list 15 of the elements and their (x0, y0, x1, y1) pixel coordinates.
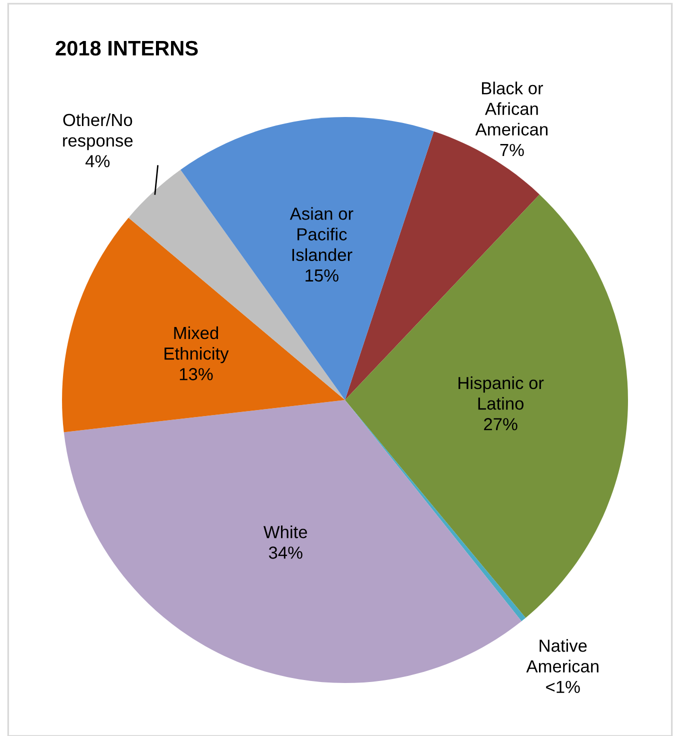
data-label: 4% (85, 155, 110, 168)
data-label: 34% (268, 546, 302, 559)
chart-title: 2018 INTERNS (56, 40, 198, 56)
slice-label: Black or African American (475, 82, 548, 136)
slice-label: Hispanic or Latino (458, 376, 544, 410)
data-label: 13% (180, 368, 213, 380)
slice-label: Native American (526, 639, 598, 672)
slice-label: White (264, 525, 308, 538)
slice-label: Other/No response (63, 113, 133, 150)
data-label: 7% (500, 144, 524, 156)
data-label: 15% (306, 269, 338, 282)
data-label: <1% (546, 680, 580, 694)
data-label: 27% (484, 418, 518, 430)
slice-label: Mixed Ethnicity (164, 326, 229, 364)
slice-label: Asian or Pacific Islander (290, 207, 354, 262)
